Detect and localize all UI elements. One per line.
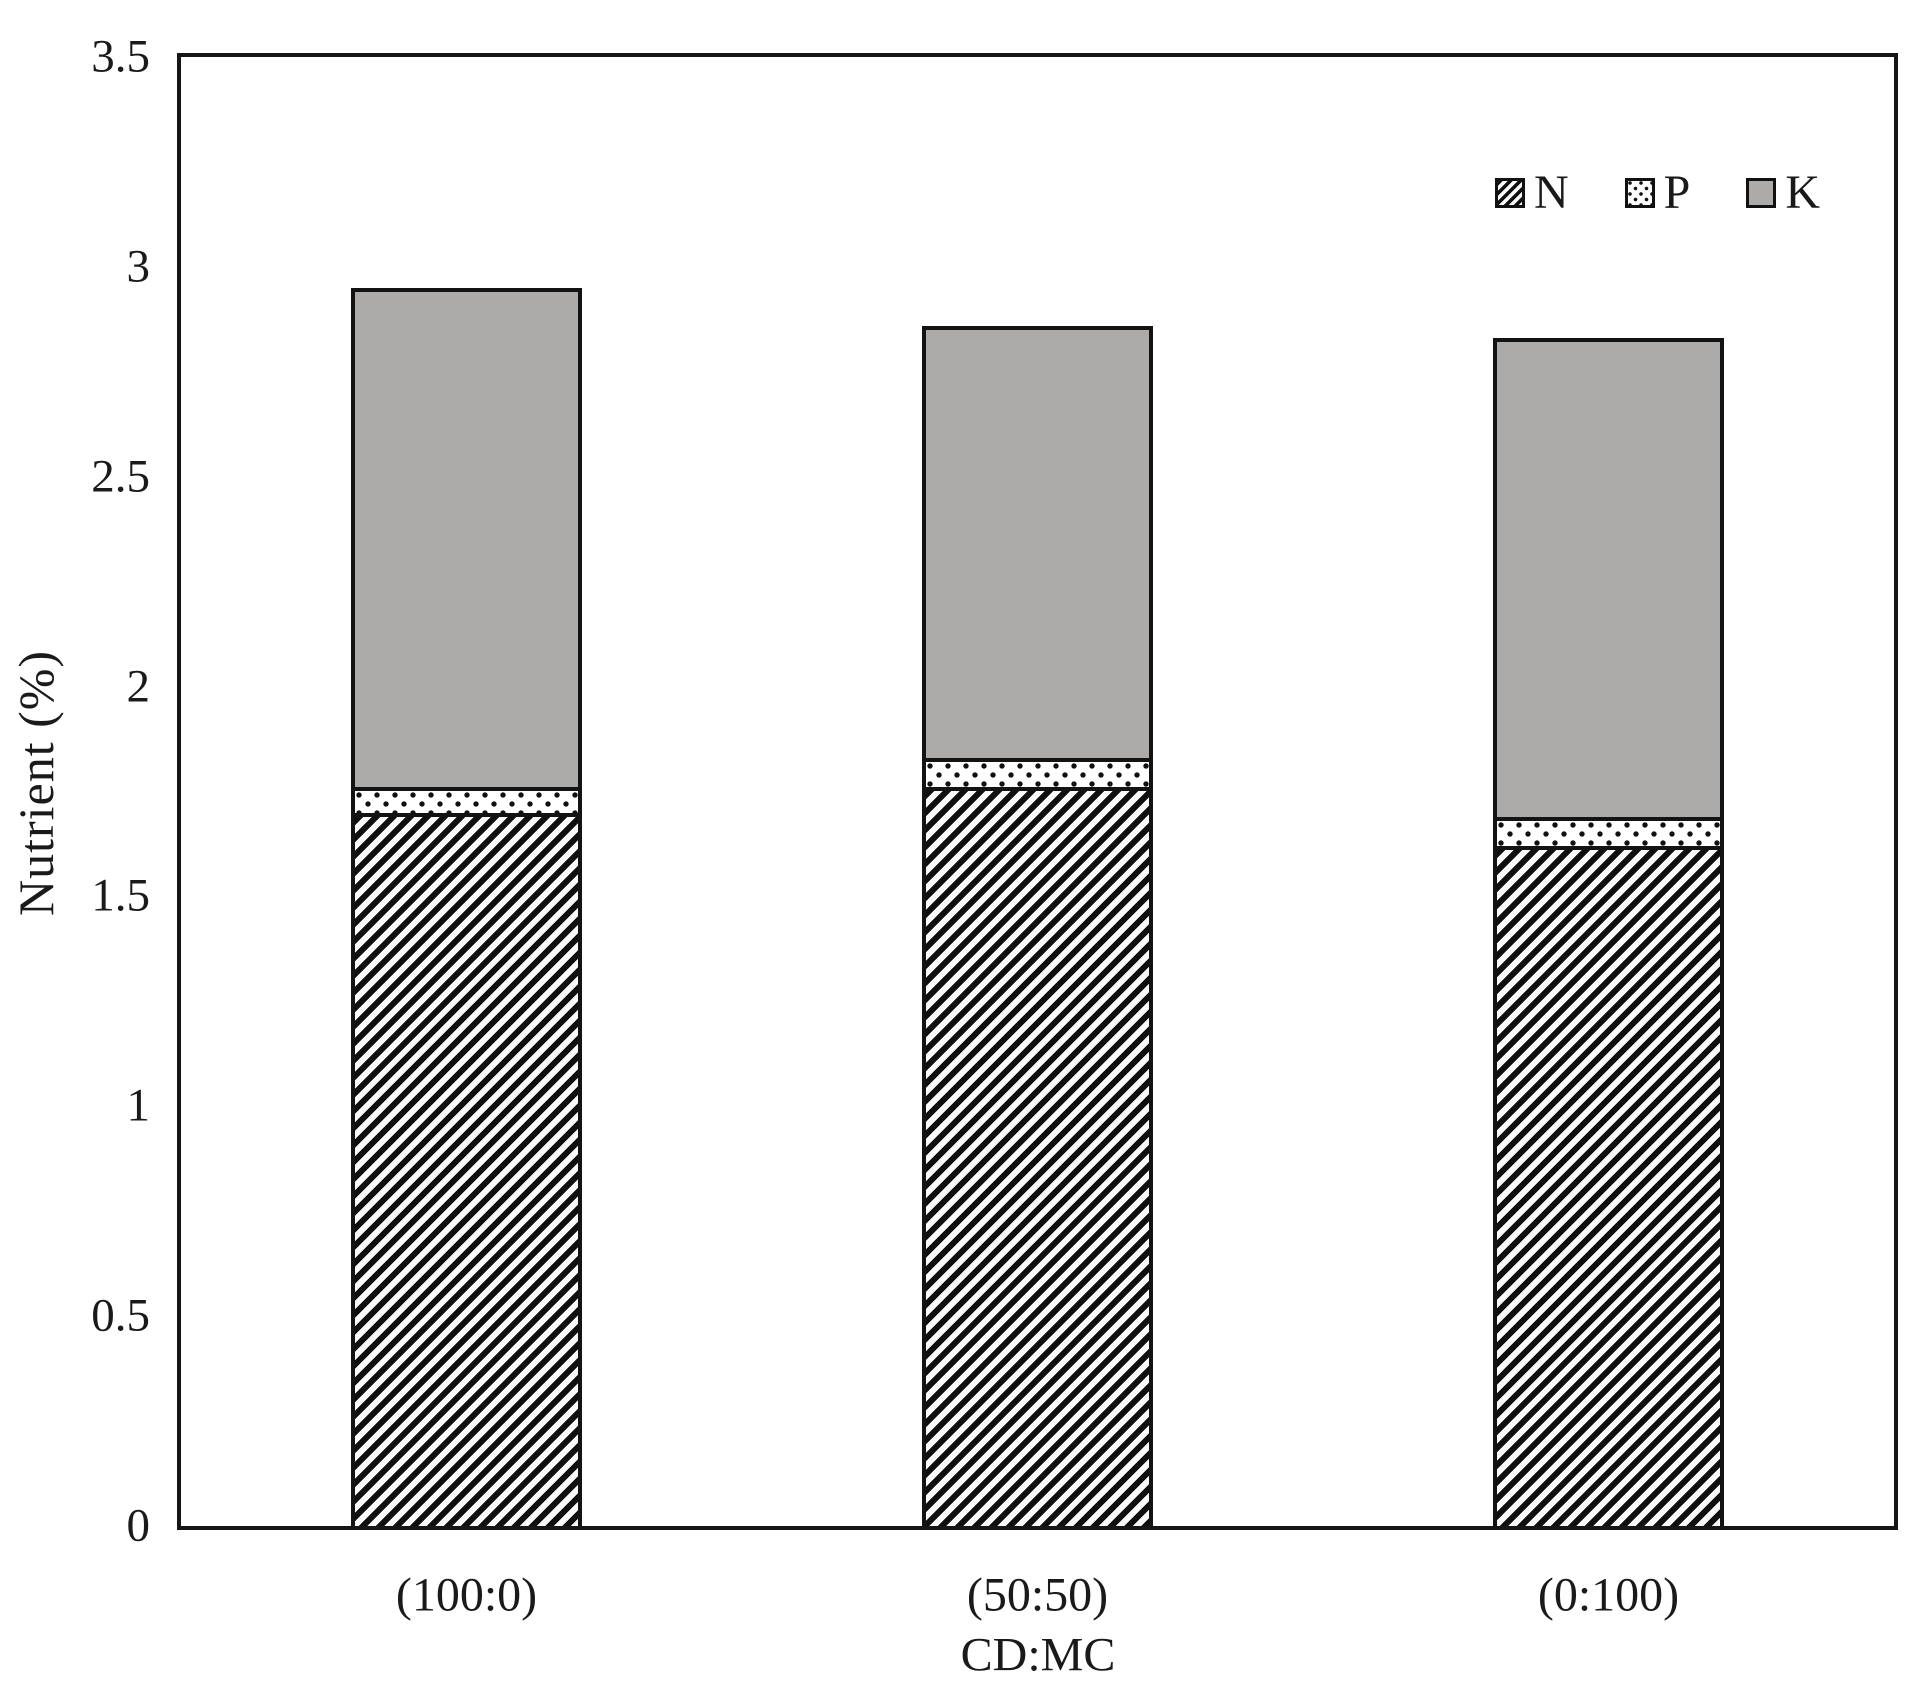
legend-item-n: N [1494, 166, 1569, 219]
y-tick-label-0: 0 [126, 1499, 151, 1552]
bar-segment-k-3 [1493, 338, 1724, 817]
y-tick-label-3.5: 3.5 [91, 30, 150, 83]
y-tick-label-2: 2 [126, 660, 151, 713]
bar-segment-k-1 [351, 287, 582, 788]
x-tick-label-1000: (100:0) [395, 1568, 538, 1622]
bar-segment-p-2 [922, 757, 1153, 788]
legend-item-k: K [1746, 169, 1820, 217]
legend-label-k: K [1785, 166, 1820, 219]
legend-swatch-p-icon [1624, 178, 1655, 208]
y-tick-label-0.5: 0.5 [91, 1289, 150, 1342]
bar-segment-n-2 [922, 787, 1153, 1526]
bar-segment-n-1 [351, 812, 582, 1526]
x-tick-label-5050: (50:50) [966, 1568, 1109, 1622]
stacked-bar-5050 [922, 325, 1153, 1526]
x-tick-label-0100: (0:100) [1537, 1568, 1680, 1622]
y-tick-label-1: 1 [126, 1079, 151, 1132]
stacked-bar-1000 [351, 287, 582, 1526]
y-tick-label-2.5: 2.5 [91, 450, 150, 503]
legend-label-p: P [1663, 166, 1691, 219]
legend-label-n: N [1533, 166, 1569, 219]
bar-segment-k-2 [922, 325, 1153, 758]
legend-swatch-n-icon [1494, 178, 1525, 208]
stacked-bar-0100 [1493, 338, 1724, 1526]
y-tick-label-3: 3 [126, 240, 151, 293]
bar-segment-n-3 [1493, 846, 1724, 1526]
bar-segment-p-1 [351, 787, 582, 813]
y-tick-label-1.5: 1.5 [91, 869, 150, 922]
bar-segment-p-3 [1493, 816, 1724, 847]
legend-swatch-k-icon [1746, 178, 1777, 208]
legend-item-p: P [1624, 166, 1691, 219]
x-axis-title: CD:MC [960, 1628, 1116, 1682]
